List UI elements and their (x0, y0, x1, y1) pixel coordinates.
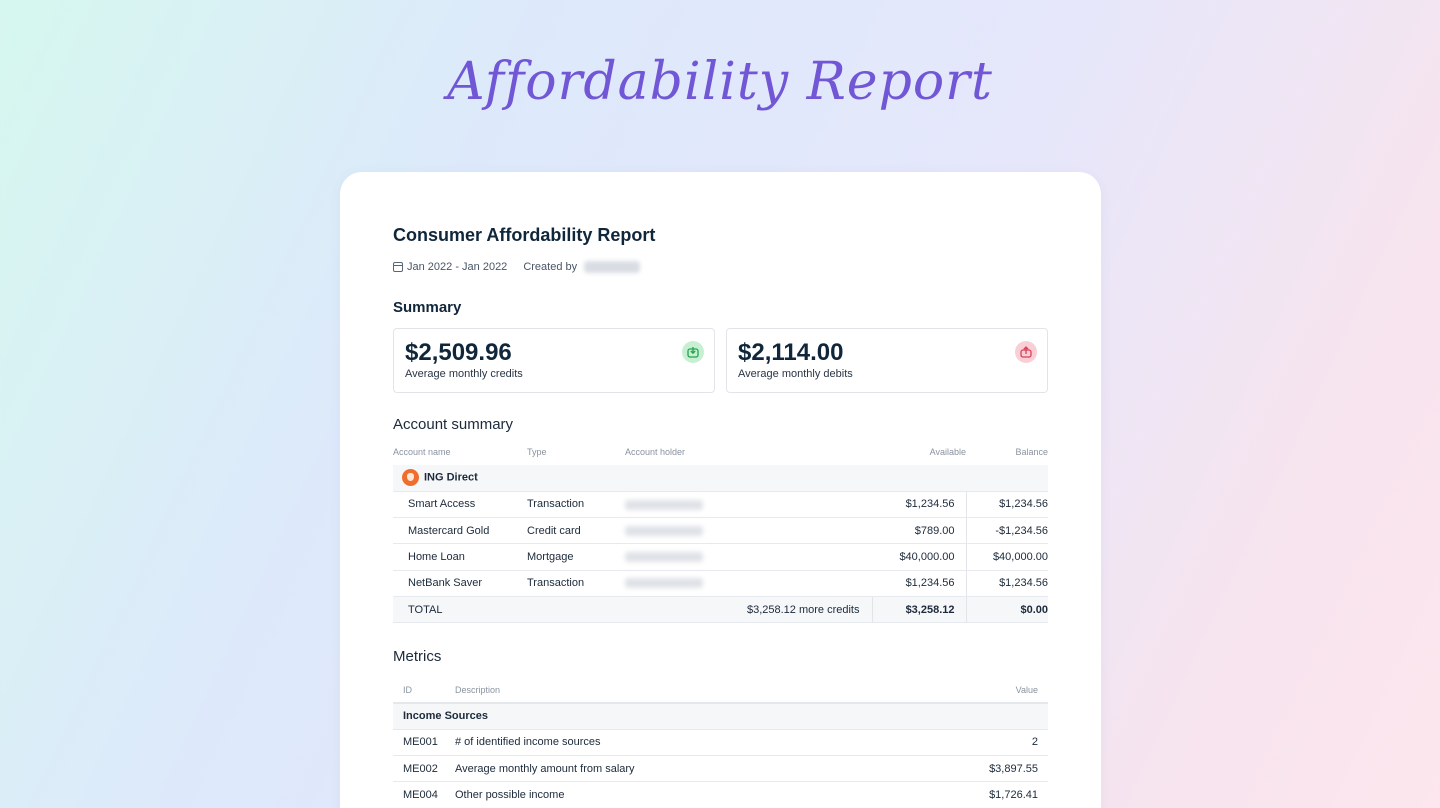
col-type: Type (527, 447, 547, 457)
summary-title: Summary (393, 299, 462, 316)
col-balance: Balance (1015, 447, 1048, 457)
account-available: $789.00 (872, 517, 966, 545)
col-value: Value (855, 678, 1048, 704)
metric-description: Average monthly amount from salary (455, 755, 855, 783)
download-icon (682, 341, 704, 363)
table-row[interactable]: Smart Access Transaction $1,234.56 $1,23… (393, 491, 1048, 519)
total-available: $3,258.12 (872, 596, 966, 624)
account-summary-title: Account summary (393, 416, 514, 433)
metrics-table: ID Description Value Income Sources ME00… (393, 678, 1048, 808)
total-note: $3,258.12 more credits (625, 596, 873, 624)
calendar-icon (393, 262, 403, 272)
metric-id: ME001 (393, 729, 455, 757)
account-holder-redacted (625, 525, 703, 536)
table-row[interactable]: ME004 Other possible income $1,726.41 (393, 781, 1048, 808)
account-type: Credit card (527, 517, 625, 545)
account-available: $1,234.56 (872, 491, 966, 519)
metric-value: $1,726.41 (855, 781, 1048, 808)
account-name: Home Loan (393, 543, 527, 571)
account-name: NetBank Saver (393, 570, 527, 597)
account-balance: -$1,234.56 (965, 517, 1048, 545)
metric-value: 2 (855, 729, 1048, 757)
account-summary-table: Account name Type Account holder Availab… (393, 442, 1048, 624)
ing-lion-logo (402, 469, 419, 487)
col-account-name: Account name (393, 447, 451, 457)
metrics-group-label: Income Sources (393, 703, 1048, 730)
col-account-holder: Account holder (625, 447, 686, 457)
table-row[interactable]: ME001 # of identified income sources 2 (393, 729, 1048, 757)
table-header-row: Account name Type Account holder Availab… (393, 442, 1048, 465)
debits-amount: $2,114.00 (738, 339, 844, 366)
metric-description: Other possible income (455, 781, 855, 808)
account-balance: $1,234.56 (965, 570, 1048, 597)
col-description: Description (455, 678, 855, 704)
date-range: Jan 2022 - Jan 2022 (407, 261, 508, 273)
table-row[interactable]: ME002 Average monthly amount from salary… (393, 755, 1048, 783)
account-type: Mortgage (527, 543, 625, 571)
account-available: $1,234.56 (872, 570, 966, 597)
hero-title: Affordability Report (447, 52, 993, 112)
account-name: Smart Access (393, 491, 527, 519)
credits-card: $2,509.96 Average monthly credits (393, 328, 715, 393)
credits-amount: $2,509.96 (405, 339, 512, 366)
table-row[interactable]: Mastercard Gold Credit card $789.00 -$1,… (393, 517, 1048, 545)
debits-card: $2,114.00 Average monthly debits (726, 328, 1048, 393)
total-row: TOTAL $3,258.12 more credits $3,258.12 $… (393, 596, 1048, 624)
table-header-row: ID Description Value (393, 678, 1048, 704)
report-meta: Jan 2022 - Jan 2022 Created by (393, 261, 641, 273)
created-by-label: Created by (523, 261, 578, 273)
account-available: $40,000.00 (872, 543, 966, 571)
account-holder-redacted (625, 552, 703, 563)
account-type: Transaction (527, 570, 625, 597)
debits-label: Average monthly debits (738, 368, 853, 380)
account-name: Mastercard Gold (393, 517, 527, 545)
table-row[interactable]: NetBank Saver Transaction $1,234.56 $1,2… (393, 570, 1048, 597)
upload-icon (1015, 341, 1037, 363)
col-id: ID (393, 678, 455, 704)
bank-name: ING Direct (424, 471, 478, 484)
metric-description: # of identified income sources (455, 729, 855, 757)
col-available: Available (929, 447, 966, 457)
account-holder-redacted (625, 578, 703, 589)
report-card: Consumer Affordability Report Jan 2022 -… (340, 172, 1101, 808)
creator-name-redacted (584, 261, 641, 273)
account-type: Transaction (527, 491, 625, 519)
bank-group-row[interactable]: ING Direct (393, 465, 1048, 492)
metric-id: ME002 (393, 755, 455, 783)
account-holder-redacted (625, 499, 703, 510)
table-row[interactable]: Home Loan Mortgage $40,000.00 $40,000.00 (393, 543, 1048, 571)
credits-label: Average monthly credits (405, 368, 523, 380)
report-title: Consumer Affordability Report (393, 225, 656, 245)
metric-id: ME004 (393, 781, 455, 808)
total-balance: $0.00 (965, 596, 1048, 624)
total-label: TOTAL (393, 596, 527, 624)
metric-value: $3,897.55 (855, 755, 1048, 783)
metrics-title: Metrics (393, 648, 442, 665)
account-balance: $1,234.56 (965, 491, 1048, 519)
account-balance: $40,000.00 (965, 543, 1048, 571)
metrics-group-row: Income Sources (393, 703, 1048, 730)
